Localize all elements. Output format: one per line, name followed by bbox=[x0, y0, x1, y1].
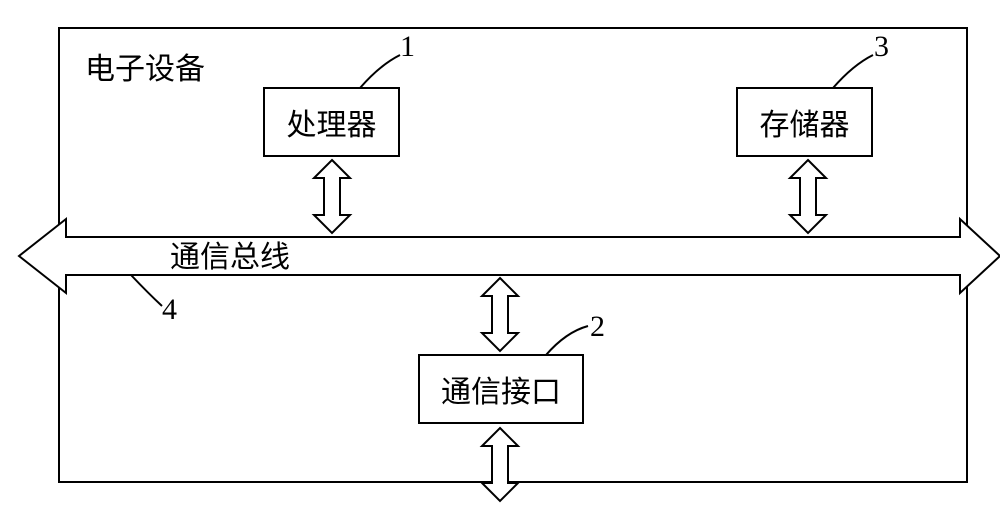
connector-arrows bbox=[0, 0, 1000, 511]
diagram-canvas: 电子设备 通信总线 处理器 存储器 通信接口 1 3 2 4 bbox=[0, 0, 1000, 511]
